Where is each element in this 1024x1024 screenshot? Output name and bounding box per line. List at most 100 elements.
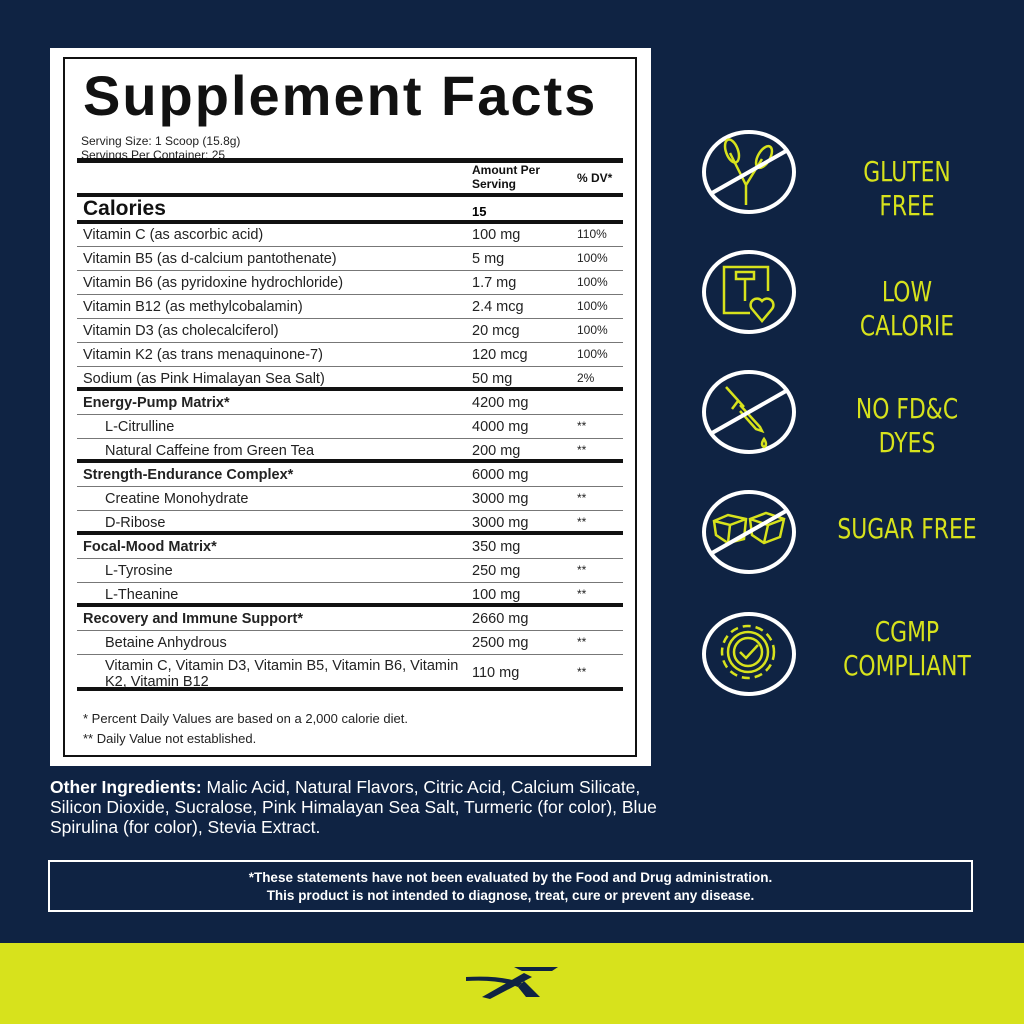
- ingredient-amount: 200 mg: [472, 443, 521, 459]
- ingredient-name: L-Theanine: [105, 587, 179, 603]
- ingredient-amount: 110 mg: [472, 665, 520, 681]
- badge-sugar-free: SUGAR FREE: [700, 483, 1000, 583]
- ingredient-amount: 250 mg: [472, 563, 521, 579]
- calories-value: 15: [472, 204, 487, 219]
- ingredient-amount: 3000 mg: [472, 515, 529, 531]
- facts-rows: Vitamin C (as ascorbic acid) 100 mg 110% Vi…: [77, 223, 623, 691]
- facts-row: Natural Caffeine from Green Tea 200 mg **: [77, 439, 623, 463]
- footnote-dv: * Percent Daily Values are based on a 2,…: [83, 711, 408, 726]
- facts-row: Vitamin D3 (as cholecalciferol) 20 mcg 100…: [77, 319, 623, 343]
- ingredient-dv: **: [577, 419, 587, 433]
- ingredient-dv: 100%: [577, 299, 608, 313]
- facts-group-row: Energy-Pump Matrix* 4200 mg: [77, 391, 623, 415]
- badge-label: GLUTEN FREE: [863, 155, 951, 222]
- divider: [77, 158, 623, 163]
- ingredient-dv: **: [577, 515, 587, 529]
- ingredient-amount: 20 mcg: [472, 323, 520, 339]
- supplement-facts-panel: Supplement Facts Serving Size: 1 Scoop (…: [50, 48, 651, 766]
- ingredient-dv: **: [577, 587, 587, 601]
- ingredient-dv: **: [577, 443, 587, 457]
- ingredient-dv: 2%: [577, 371, 595, 385]
- ingredient-dv: **: [577, 563, 587, 577]
- badge-label: CGMP COMPLIANT: [843, 615, 971, 682]
- facts-row: Vitamin B5 (as d-calcium pantothenate) 5 …: [77, 247, 623, 271]
- facts-row: D-Ribose 3000 mg **: [77, 511, 623, 535]
- ingredient-amount: 4000 mg: [472, 419, 529, 435]
- facts-row: Creatine Monohydrate 3000 mg **: [77, 487, 623, 511]
- ingredient-name: Vitamin B6 (as pyridoxine hydrochloride): [83, 275, 344, 291]
- facts-row: L-Tyrosine 250 mg **: [77, 559, 623, 583]
- wheat-crossed-icon: [702, 130, 796, 214]
- other-ingredients-text: Malic Acid, Natural Flavors, Citric Acid…: [50, 777, 657, 837]
- ingredient-name: Sodium (as Pink Himalayan Sea Salt): [83, 371, 325, 387]
- badge-label: NO FD&C DYES: [855, 392, 959, 459]
- ingredient-name: Vitamin C (as ascorbic acid): [83, 227, 264, 243]
- ingredient-dv: **: [577, 665, 587, 679]
- fda-disclaimer: *These statements have not been evaluate…: [48, 860, 973, 912]
- badge-low-calorie: LOW CALORIE: [700, 243, 1000, 343]
- ingredient-dv: 100%: [577, 347, 608, 361]
- facts-row: Vitamin C (as ascorbic acid) 100 mg 110%: [77, 223, 623, 247]
- ingredient-amount: 1.7 mg: [472, 275, 517, 291]
- ingredient-name: Vitamin C, Vitamin D3, Vitamin B5, Vitam…: [105, 658, 459, 690]
- facts-row: Vitamin K2 (as trans menaquinone-7) 120 m…: [77, 343, 623, 367]
- facts-group-row: Recovery and Immune Support* 2660 mg: [77, 607, 623, 631]
- divider: [77, 220, 623, 224]
- ingredient-dv: **: [577, 635, 587, 649]
- ingredient-amount: 50 mg: [472, 371, 513, 387]
- ingredient-amount: 100 mg: [472, 227, 521, 243]
- ingredient-name: Creatine Monohydrate: [105, 491, 249, 507]
- ingredient-name: D-Ribose: [105, 515, 166, 531]
- badge-gluten-free: GLUTEN FREE: [700, 123, 1000, 223]
- facts-group-row: Focal-Mood Matrix* 350 mg: [77, 535, 623, 559]
- ingredient-dv: 100%: [577, 275, 608, 289]
- ingredient-dv: 100%: [577, 251, 608, 265]
- column-amount-header: Amount Per Serving: [472, 163, 541, 191]
- badge-label: LOW CALORIE: [859, 275, 955, 342]
- ingredient-amount: 2.4 mcg: [472, 299, 524, 315]
- ingredient-name: L-Tyrosine: [105, 563, 173, 579]
- other-ingredients-heading: Other Ingredients:: [50, 777, 202, 797]
- gear-check-icon: [702, 612, 796, 696]
- dropper-crossed-icon: [702, 370, 796, 454]
- facts-row: Vitamin B6 (as pyridoxine hydrochloride)…: [77, 271, 623, 295]
- facts-group-row: Strength-Endurance Complex* 6000 mg: [77, 463, 623, 487]
- facts-title: Supplement Facts: [83, 64, 598, 127]
- ingredient-amount: 350 mg: [472, 539, 521, 555]
- badge-no-dyes: NO FD&C DYES: [700, 363, 1000, 463]
- disclaimer-line-1: *These statements have not been evaluate…: [248, 870, 773, 885]
- ingredient-dv: 100%: [577, 323, 608, 337]
- ingredient-name: Vitamin D3 (as cholecalciferol): [83, 323, 279, 339]
- facts-row: Betaine Anhydrous 2500 mg **: [77, 631, 623, 655]
- sugar-cubes-crossed-icon: [702, 490, 796, 574]
- facts-border: Supplement Facts Serving Size: 1 Scoop (…: [63, 57, 637, 757]
- facts-row: L-Citrulline 4000 mg **: [77, 415, 623, 439]
- facts-row: Vitamin B12 (as methylcobalamin) 2.4 mcg 1…: [77, 295, 623, 319]
- ingredient-amount: 120 mcg: [472, 347, 528, 363]
- column-dv-header: % DV*: [577, 171, 613, 185]
- ingredient-amount: 6000 mg: [472, 467, 529, 483]
- ingredient-amount: 2660 mg: [472, 611, 529, 627]
- disclaimer-line-2: This product is not intended to diagnose…: [266, 888, 755, 903]
- ingredient-name: Focal-Mood Matrix*: [83, 539, 217, 555]
- ingredient-name: Natural Caffeine from Green Tea: [105, 443, 315, 459]
- serving-size: Serving Size: 1 Scoop (15.8g): [81, 134, 241, 148]
- facts-row: Sodium (as Pink Himalayan Sea Salt) 50 mg…: [77, 367, 623, 391]
- brand-footer-band: [0, 943, 1024, 1024]
- facts-row: L-Theanine 100 mg **: [77, 583, 623, 607]
- ingredient-amount: 3000 mg: [472, 491, 529, 507]
- ingredient-name: Vitamin B5 (as d-calcium pantothenate): [83, 251, 337, 267]
- reebok-delta-logo: [466, 967, 558, 999]
- footnote-not-established: ** Daily Value not established.: [83, 731, 257, 746]
- ingredient-name: Recovery and Immune Support*: [83, 611, 303, 627]
- ingredient-dv: 110%: [577, 227, 607, 241]
- calories-label: Calories: [83, 197, 166, 220]
- ingredient-name: Vitamin K2 (as trans menaquinone-7): [83, 347, 323, 363]
- ingredient-name: Vitamin B12 (as methylcobalamin): [83, 299, 303, 315]
- ingredient-name: Betaine Anhydrous: [105, 635, 227, 651]
- badge-label: SUGAR FREE: [837, 512, 977, 545]
- facts-row: Vitamin C, Vitamin D3, Vitamin B5, Vitam…: [77, 655, 623, 691]
- divider: [77, 193, 623, 197]
- scale-heart-icon: [702, 250, 796, 334]
- ingredient-name: Strength-Endurance Complex*: [83, 467, 294, 483]
